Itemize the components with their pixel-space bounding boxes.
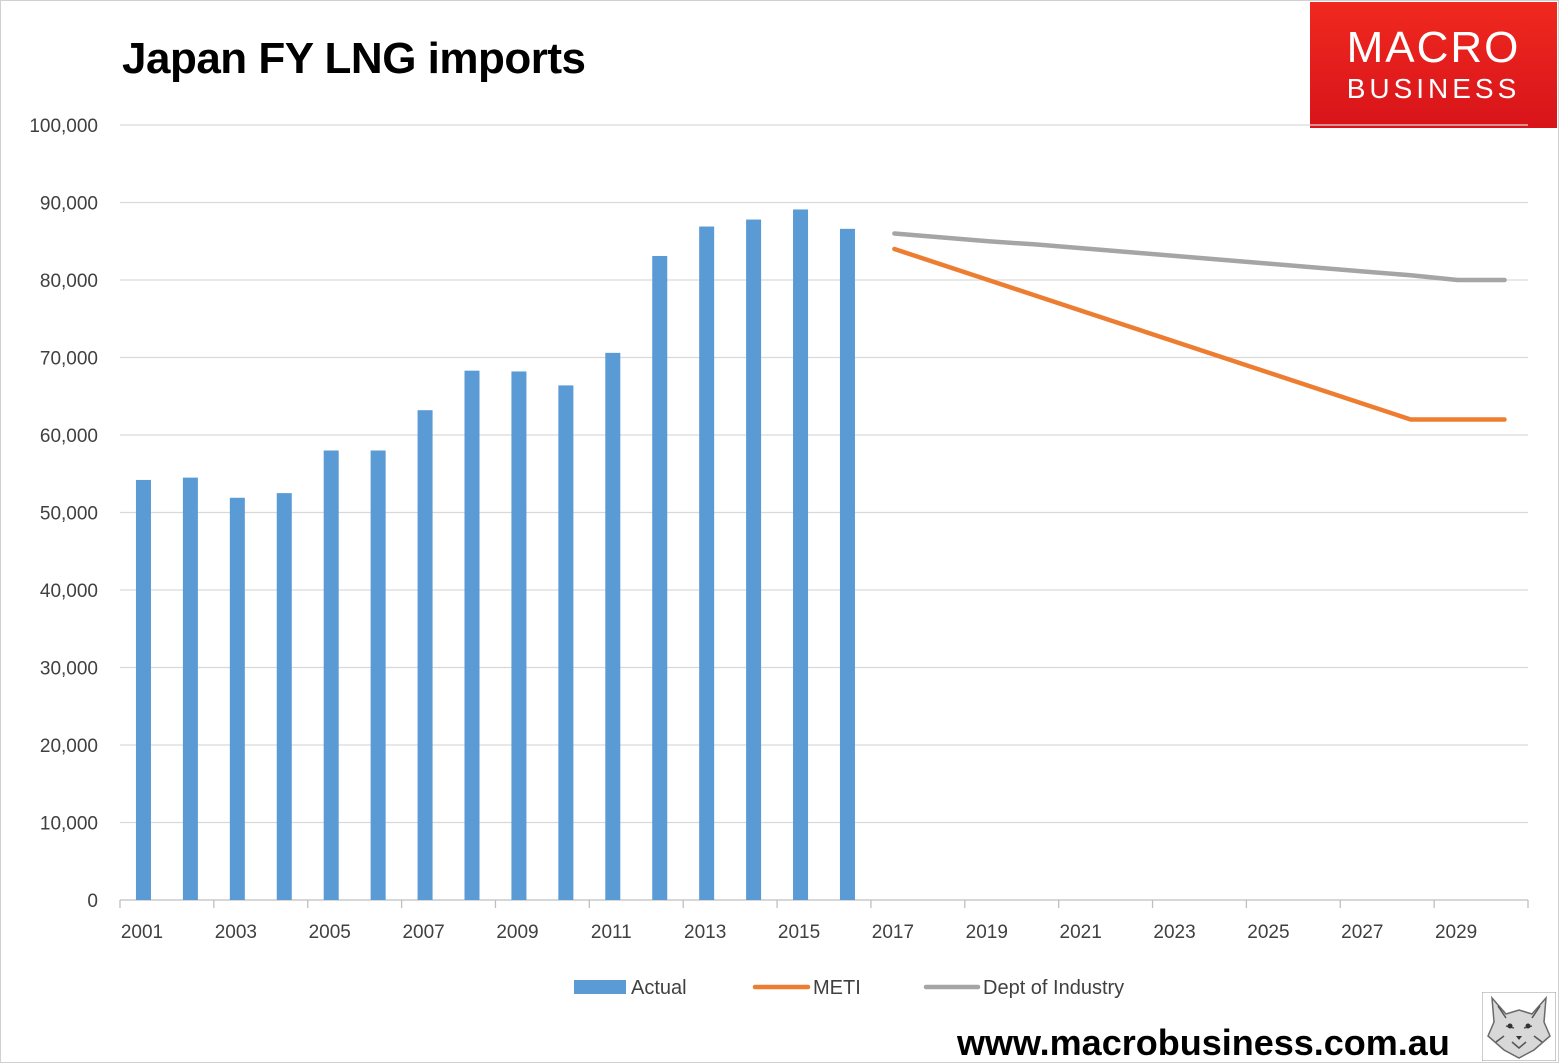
legend-label-meti: METI (813, 977, 861, 999)
bar-actual (652, 255, 668, 901)
bar-actual (699, 226, 715, 900)
x-tick-label: 2025 (1247, 922, 1289, 943)
y-tick-label: 90,000 (40, 194, 98, 215)
y-tick-label: 10,000 (40, 814, 98, 835)
logo-line-2: BUSINESS (1346, 73, 1521, 104)
y-tick-label: 20,000 (40, 736, 98, 757)
series-line-meti (892, 246, 1507, 422)
y-tick-label: 80,000 (40, 271, 98, 292)
bar-actual (746, 219, 762, 901)
bar-actual (839, 228, 855, 901)
y-tick-label: 30,000 (40, 659, 98, 680)
macrobusiness-logo: MACRO BUSINESS (1310, 2, 1557, 128)
bar-actual (182, 477, 198, 900)
bar-actual (229, 497, 245, 900)
x-tick-label: 2019 (966, 922, 1008, 943)
x-tick-label: 2023 (1153, 922, 1195, 943)
x-tick-label: 2003 (215, 922, 257, 943)
bar-actual (323, 450, 339, 900)
logo-line-1: MACRO (1346, 23, 1521, 72)
legend-label-actual: Actual (631, 977, 687, 999)
bar-actual (511, 371, 527, 900)
wolf-head-icon (1482, 992, 1556, 1061)
x-tick-label: 2013 (684, 922, 726, 943)
series-line-dept-of-industry (892, 231, 1507, 283)
x-tick-label: 2021 (1060, 922, 1102, 943)
x-tick-label: 2011 (591, 922, 632, 943)
x-tick-label: 2029 (1435, 922, 1477, 943)
y-tick-label: 0 (87, 891, 98, 912)
y-tick-label: 100,000 (29, 116, 98, 137)
legend-swatch-actual (574, 980, 626, 994)
bar-actual (793, 209, 809, 901)
y-tick-label: 70,000 (40, 349, 98, 370)
x-tick-label: 2009 (496, 922, 538, 943)
y-tick-label: 40,000 (40, 581, 98, 602)
bar-actual (417, 410, 433, 900)
website-url: www.macrobusiness.com.au (957, 1022, 1450, 1063)
y-tick-label: 60,000 (40, 426, 98, 447)
chart-title: Japan FY LNG imports (122, 34, 586, 83)
bar-actual (276, 493, 292, 900)
bar-actual (370, 450, 386, 900)
x-tick-label: 2001 (121, 922, 163, 943)
x-tick-label: 2027 (1341, 922, 1383, 943)
x-tick-label: 2017 (872, 922, 914, 943)
legend-label-dept-of-industry: Dept of Industry (983, 977, 1124, 999)
y-tick-label: 50,000 (40, 504, 98, 525)
x-tick-label: 2005 (309, 922, 351, 943)
x-tick-label: 2007 (402, 922, 444, 943)
bar-actual (135, 479, 151, 900)
bar-actual (558, 385, 574, 900)
bar-actual (464, 370, 480, 900)
bar-actual (605, 352, 621, 901)
x-tick-label: 2015 (778, 922, 820, 943)
